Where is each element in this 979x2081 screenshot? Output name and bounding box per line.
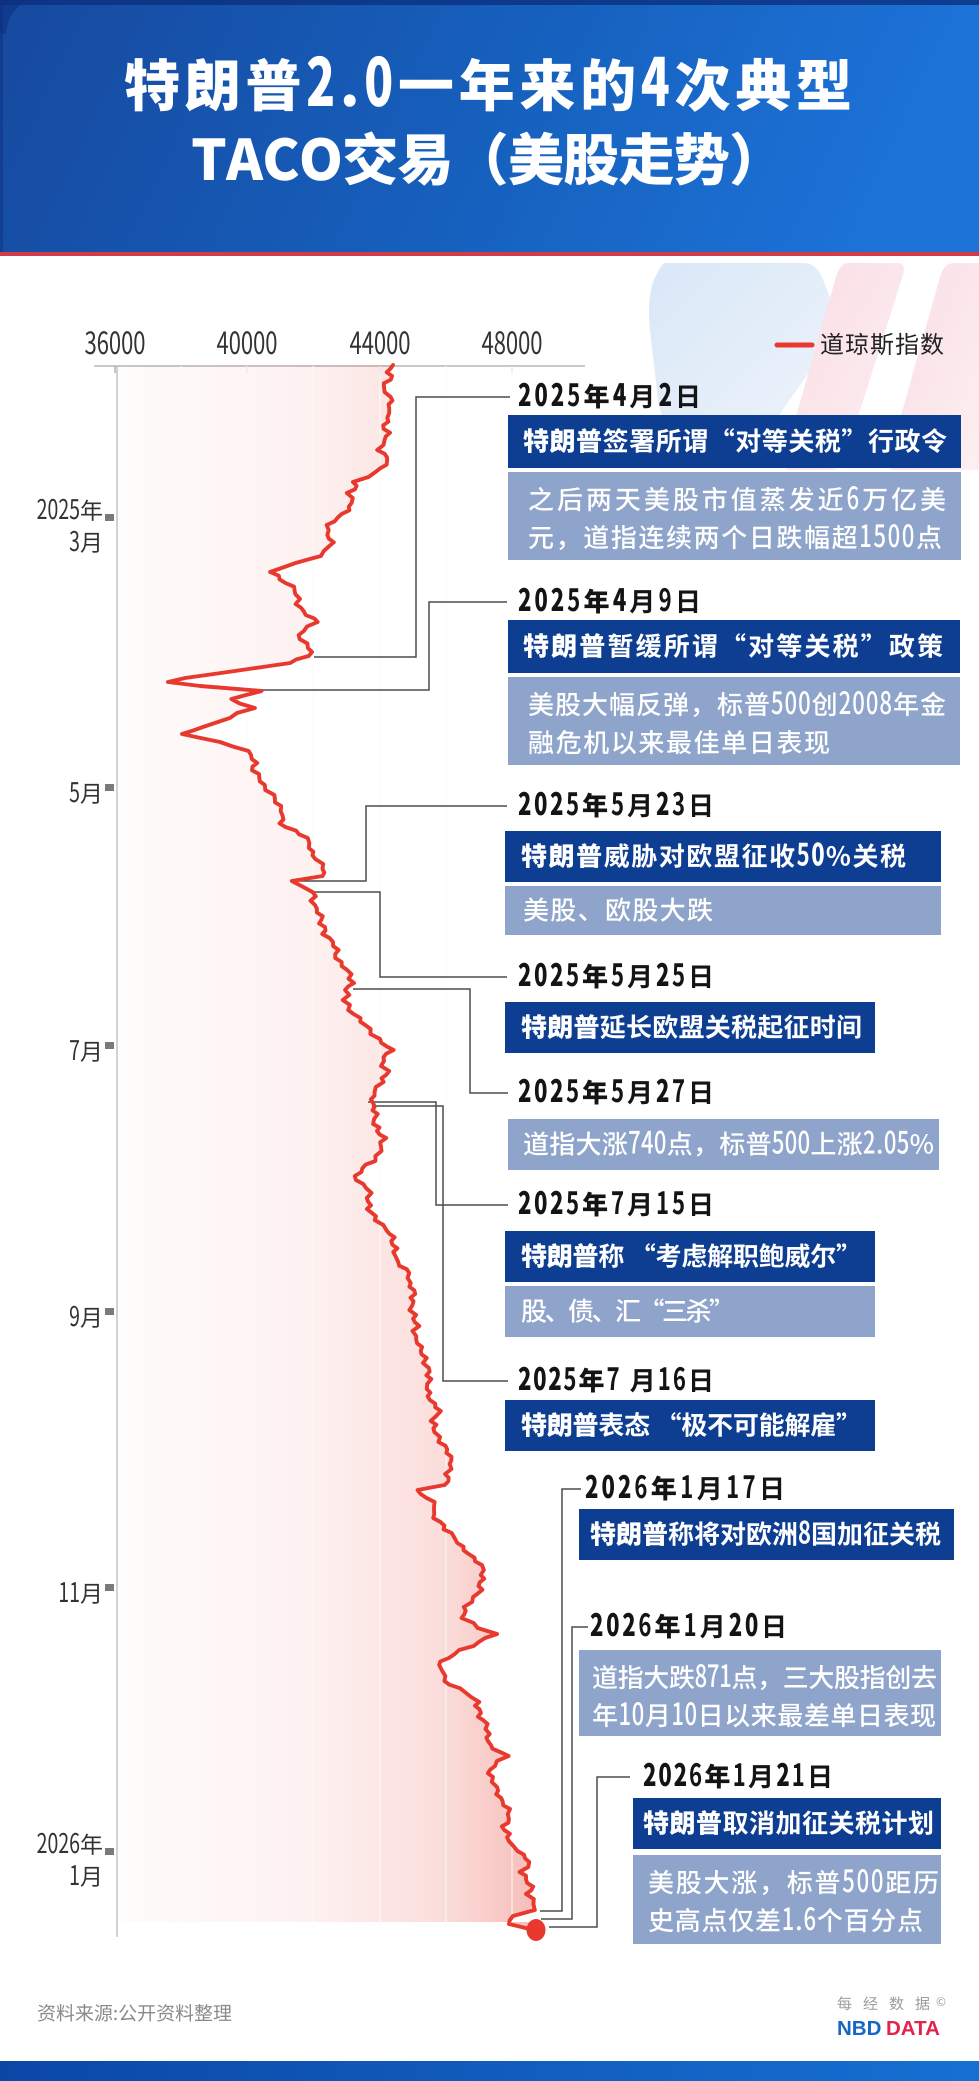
svg-text:NBD: NBD <box>837 2017 881 2040</box>
svg-text:DATA: DATA <box>886 2017 940 2040</box>
